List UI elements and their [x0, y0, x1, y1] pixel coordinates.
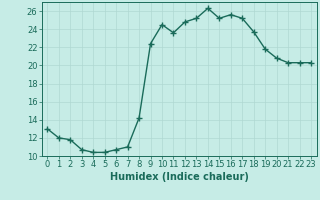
- X-axis label: Humidex (Indice chaleur): Humidex (Indice chaleur): [110, 172, 249, 182]
